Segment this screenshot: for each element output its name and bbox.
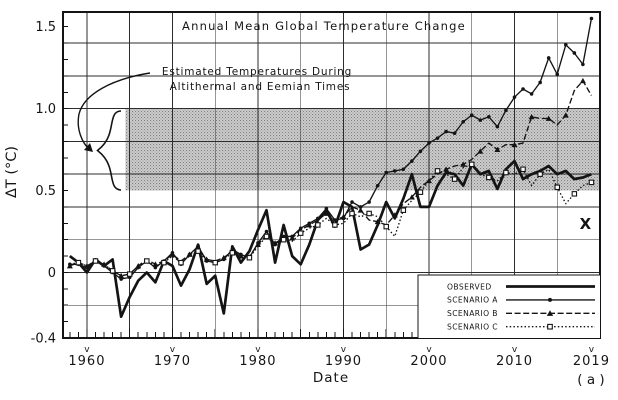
legend-label-scenario-b: SCENARIO B [447,309,498,318]
x-tick-label-0: 1960 [68,354,105,369]
x-tick-label-4: 2000 [410,354,447,369]
legend-item-observed: OBSERVED [447,282,595,291]
subplot-label: ( a ) [577,372,604,388]
series-markers-scenario-c [75,161,595,277]
chart-title: Annual Mean Global Temperature Change [182,19,466,33]
x-tick-label-6: 2019 [573,354,610,369]
y-tick-label-4: -0.4 [31,332,56,347]
x-axis-label: Date [313,370,349,386]
x-tick-v-marker-4: v [426,345,432,355]
legend-item-scenario-b: SCENARIO B [447,309,595,318]
legend-border [417,274,600,338]
y-tick-label-0: 1.5 [35,20,56,35]
legend: OBSERVED SCENARIO A SCENARIO B SCENARIO C [417,274,600,338]
annotation-arrow-icon [77,72,151,152]
series-scenario-c [69,161,595,277]
y-tick-label-3: 0 [48,266,56,281]
plot-border [62,11,601,339]
legend-label-scenario-c: SCENARIO C [447,323,498,332]
legend-item-scenario-c: SCENARIO C [447,323,595,332]
series-line-scenario-b [69,80,592,277]
x-tick-label-1: 1970 [154,354,191,369]
x-tick-v-marker-2: v [255,345,261,355]
x-tick-v-marker-3: v [341,345,347,355]
x-tick-label-3: 1990 [325,354,362,369]
legend-label-scenario-a: SCENARIO A [447,296,498,305]
shaded-band [125,108,601,191]
legend-item-scenario-a: SCENARIO A [447,296,595,305]
x-tick-v-marker-0: v [84,345,90,355]
x-tick-label-5: 2010 [496,354,533,369]
y-tick-label-2: 0.5 [35,184,56,199]
band-annotation-line1: Estimated Temperatures During [162,66,352,78]
x-tick-v-marker-5: v [512,345,518,355]
y-tick-label-1: 1.0 [35,102,56,117]
x-tick-label-2: 1980 [239,354,276,369]
x-tick-v-marker-1: v [170,345,176,355]
legend-label-observed: OBSERVED [447,282,492,291]
band-annotation-line2: Altithermal and Eemian Times [170,81,351,93]
x-tick-v-marker-6: v [589,345,595,355]
band-brace-icon [96,110,122,191]
legend-box [418,275,600,338]
y-axis-label: ΔT (°C) [4,146,20,198]
red-x-annotation: X [580,215,592,233]
